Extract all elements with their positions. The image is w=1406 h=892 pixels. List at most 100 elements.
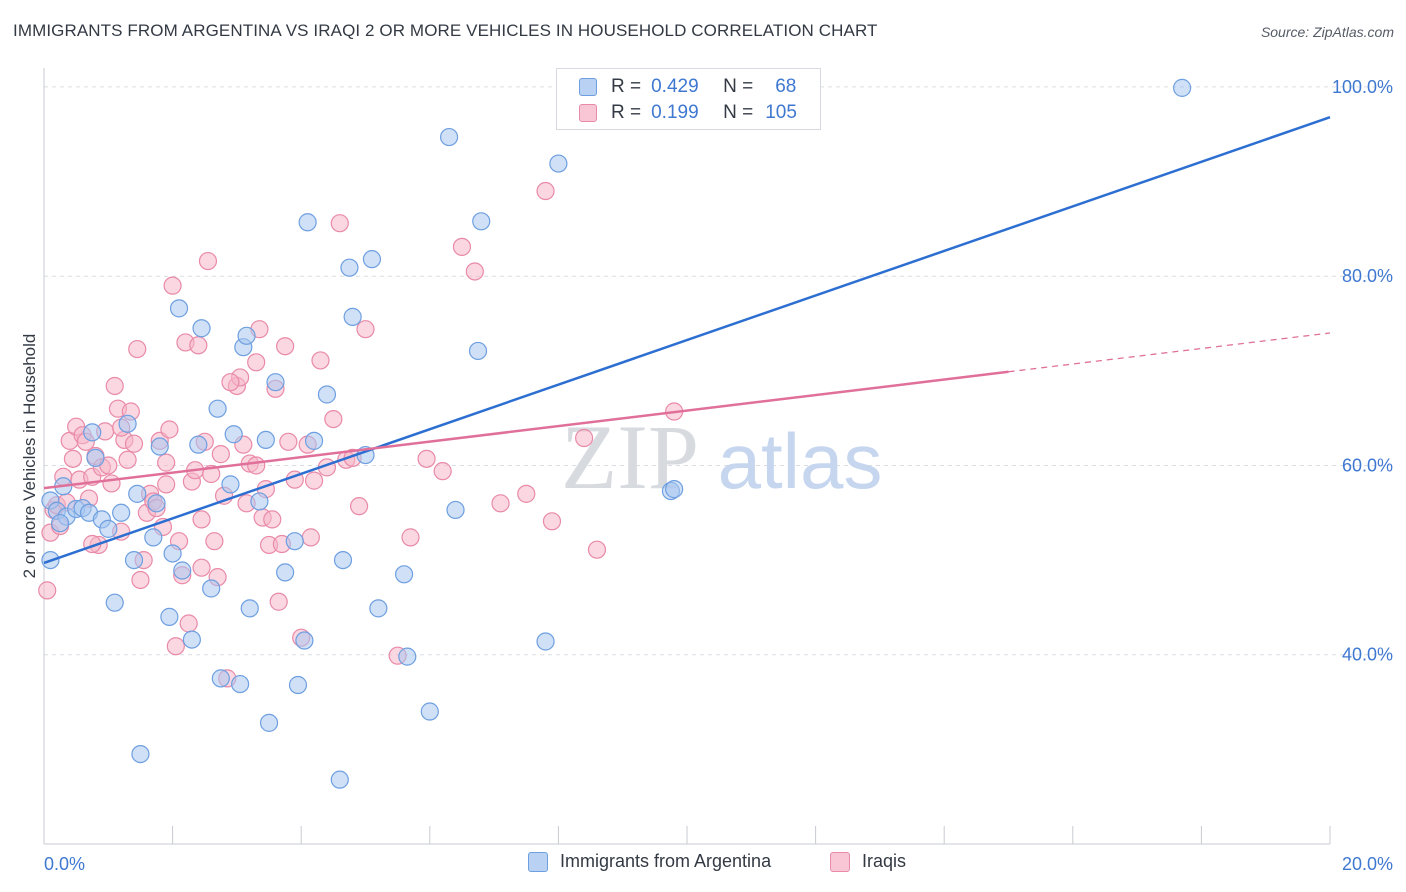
data-point-argentina (665, 480, 684, 499)
data-point-argentina (192, 319, 211, 338)
y-tick-label: 80.0% (1342, 266, 1393, 286)
data-point-iraqi (179, 614, 198, 633)
data-point-iraqi (301, 528, 320, 547)
legend-r-label: R = (611, 76, 642, 97)
data-point-iraqi (433, 462, 452, 481)
data-point-argentina (536, 632, 555, 651)
data-point-argentina (211, 669, 230, 688)
data-point-iraqi (192, 510, 211, 529)
data-point-iraqi (118, 450, 137, 469)
data-point-iraqi (575, 428, 594, 448)
legend-r-value-pink: 0.199 (651, 102, 699, 123)
data-point-iraqi (192, 558, 211, 577)
data-point-argentina (340, 258, 359, 277)
data-point-iraqi (263, 510, 282, 529)
legend-r-label: R = (611, 102, 642, 123)
data-point-argentina (173, 561, 192, 580)
data-point-argentina (105, 593, 124, 612)
data-point-iraqi (517, 484, 536, 503)
y-axis-title: 2 or more Vehicles in Household (20, 334, 39, 579)
legend-swatch-pink (579, 104, 597, 122)
data-point-argentina (128, 484, 147, 503)
chart-source: Source: ZipAtlas.com (1260, 24, 1394, 40)
data-point-iraqi (279, 432, 298, 451)
data-point-iraqi (452, 237, 472, 256)
data-point-argentina (221, 475, 240, 494)
data-point-iraqi (166, 637, 185, 656)
x-tick-label: 20.0% (1342, 854, 1393, 874)
watermark-atlas: atlas (718, 417, 883, 505)
data-point-argentina (147, 494, 166, 513)
stats-legend: R = 0.429 N = 68 R = 0.199 N = 105 (556, 68, 821, 130)
y-tick-label: 60.0% (1342, 455, 1393, 475)
data-point-argentina (266, 373, 285, 392)
data-point-iraqi (276, 337, 295, 356)
trend-line-dashed-iraqi (1008, 332, 1331, 373)
data-point-iraqi (221, 373, 240, 392)
data-point-argentina (169, 299, 189, 318)
data-point-argentina (250, 492, 269, 511)
data-point-iraqi (105, 376, 124, 396)
trend-line-iraqi (43, 370, 1009, 490)
data-point-iraqi (128, 339, 147, 359)
data-point-argentina (99, 519, 118, 538)
data-point-argentina (295, 631, 314, 650)
data-point-argentina (330, 770, 349, 789)
data-point-iraqi (324, 409, 343, 429)
data-point-argentina (256, 430, 275, 450)
data-point-iraqi (349, 497, 369, 516)
data-point-argentina (343, 307, 362, 326)
data-point-iraqi (417, 449, 436, 468)
data-point-iraqi (124, 434, 144, 453)
legend-n-label: N = (723, 76, 754, 97)
trend-line-argentina (43, 116, 1331, 565)
data-point-argentina (86, 448, 105, 467)
legend-row-pink: R = 0.199 N = 105 (579, 101, 797, 125)
series-legend-blue: Immigrants from Argentina (528, 851, 771, 872)
data-point-argentina (398, 647, 417, 666)
grid-layer (44, 86, 1390, 656)
data-point-argentina (231, 674, 250, 694)
legend-swatch-blue (579, 78, 597, 96)
data-point-iraqi (356, 320, 375, 339)
x-tick-label: 0.0% (44, 854, 85, 874)
data-point-iraqi (189, 336, 208, 355)
data-point-argentina (298, 213, 317, 232)
data-point-iraqi (247, 353, 266, 372)
data-point-argentina (202, 579, 221, 598)
data-point-argentina (446, 500, 465, 520)
data-point-argentina (1173, 78, 1192, 97)
data-point-argentina (237, 326, 256, 345)
series-legend-label-blue: Immigrants from Argentina (560, 851, 772, 871)
data-point-iraqi (536, 181, 555, 201)
data-point-iraqi (311, 351, 330, 370)
data-point-argentina (224, 425, 243, 444)
data-point-iraqi (131, 570, 150, 590)
legend-r-value-blue: 0.429 (651, 76, 699, 97)
series-swatch-pink (830, 851, 850, 872)
data-point-argentina (50, 514, 70, 533)
legend-n-value-pink: 105 (765, 102, 797, 123)
y-tick-label: 40.0% (1342, 645, 1393, 665)
data-point-iraqi (163, 276, 182, 295)
legend-n-value-blue: 68 (775, 76, 797, 97)
data-point-iraqi (205, 532, 224, 551)
data-point-iraqi (401, 528, 420, 547)
data-point-iraqi (211, 445, 230, 464)
data-point-argentina (163, 544, 182, 563)
data-point-argentina (124, 550, 144, 570)
data-point-argentina (394, 565, 414, 584)
data-point-iraqi (304, 471, 324, 490)
data-point-argentina (259, 713, 279, 732)
data-point-iraqi (157, 475, 176, 494)
data-point-argentina (144, 528, 163, 547)
data-point-argentina (83, 423, 102, 442)
data-point-argentina (304, 431, 324, 450)
data-point-argentina (131, 744, 150, 764)
data-point-argentina (288, 675, 308, 695)
data-point-argentina (362, 250, 382, 269)
data-point-argentina (369, 599, 388, 618)
series-swatch-blue (528, 851, 548, 872)
data-point-argentina (317, 385, 337, 404)
